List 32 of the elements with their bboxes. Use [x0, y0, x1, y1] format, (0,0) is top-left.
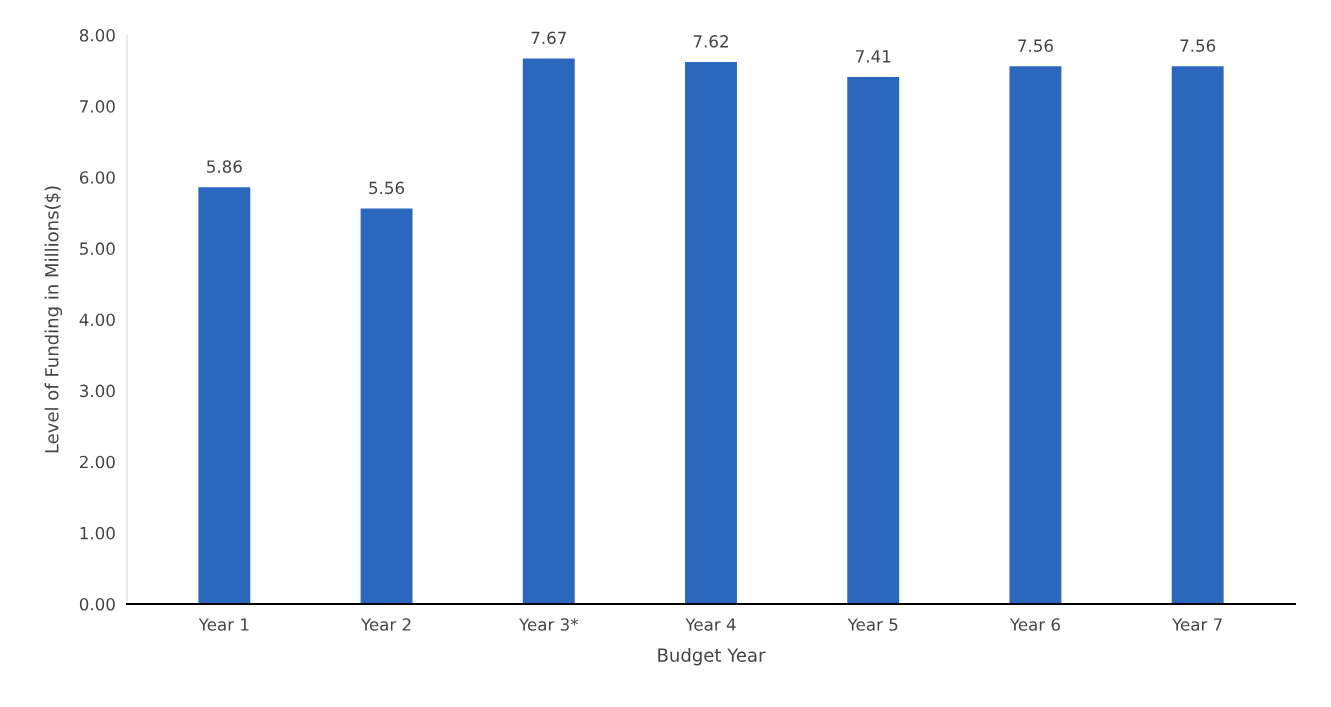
bar [1171, 66, 1224, 604]
data-label: 7.56 [1018, 39, 1053, 52]
y-tick-label: 8.00 [79, 28, 115, 42]
y-axis-title: Level of Funding in Millions($) [44, 186, 63, 453]
data-label: 5.56 [369, 181, 405, 195]
data-label: 7.62 [693, 35, 728, 48]
data-label: 5.86 [207, 160, 242, 173]
bar [1009, 66, 1062, 604]
x-tick-label: Year 5 [847, 618, 898, 631]
data-label: 7.41 [856, 50, 891, 63]
y-tick-label: 4.00 [79, 313, 115, 327]
x-tick-label: Year 1 [198, 618, 249, 631]
data-label: 7.67 [531, 31, 566, 45]
y-tick-label: 3.00 [80, 384, 115, 398]
x-tick-label: Year 6 [1009, 618, 1060, 631]
x-axis-title: Budget Year [658, 647, 766, 666]
bar [198, 187, 251, 604]
y-tick-label: 5.00 [80, 242, 115, 255]
y-tick-label: 2.00 [80, 455, 115, 469]
x-tick-label: Year 7 [1172, 618, 1222, 631]
x-tick-label: Year 3* [518, 618, 579, 631]
y-tick-label: 6.00 [79, 171, 115, 184]
y-tick-label: 7.00 [80, 100, 115, 113]
bar [522, 58, 575, 604]
x-tick-label: Year 2 [360, 618, 411, 631]
bar [360, 208, 413, 604]
y-tick-label: 1.00 [80, 526, 115, 540]
x-tick-label: Year 4 [685, 618, 736, 631]
y-tick-label: 0.00 [79, 597, 115, 611]
bar [847, 76, 900, 604]
bar [685, 62, 737, 604]
data-label: 7.56 [1180, 39, 1216, 52]
